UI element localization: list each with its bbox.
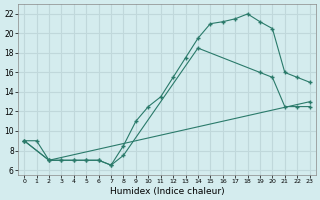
- X-axis label: Humidex (Indice chaleur): Humidex (Indice chaleur): [109, 187, 224, 196]
